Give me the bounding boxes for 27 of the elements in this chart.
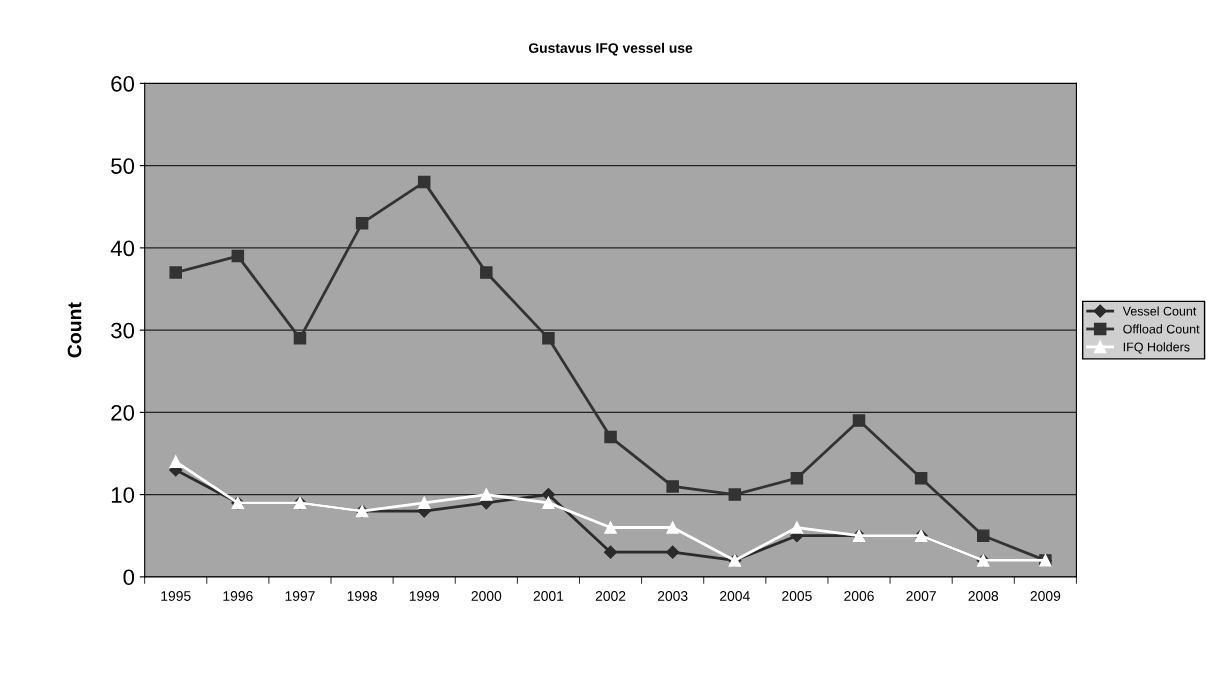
x-tick-label: 1998 [347, 591, 377, 601]
x-tick-label: 2005 [782, 591, 812, 601]
x-tick-label: 2007 [906, 591, 936, 601]
x-tick-label: 1999 [409, 591, 439, 601]
chart-title: Gustavus IFQ vessel use [528, 42, 693, 56]
x-tick-label: 2008 [968, 591, 999, 601]
y-tick-label: 30 [111, 322, 135, 339]
x-tick-label: 2000 [471, 591, 502, 601]
y-tick-label: 20 [111, 404, 135, 421]
x-tick-label: 2001 [533, 591, 564, 601]
x-tick-label: 2003 [657, 591, 688, 601]
legend-label: Offload Count [1123, 324, 1200, 334]
x-tick-label: 1995 [161, 591, 191, 601]
x-tick-label: 2002 [595, 591, 626, 601]
y-tick-label: 0 [123, 569, 135, 586]
legend-label: IFQ Holders [1123, 342, 1190, 354]
x-tick-label: 1997 [285, 591, 315, 601]
y-tick-label: 60 [111, 75, 135, 92]
y-axis-title: Count [67, 302, 82, 358]
legend-label: Vessel Count [1122, 306, 1197, 316]
x-tick-label: 2009 [1030, 591, 1061, 601]
y-tick-label: 40 [110, 240, 135, 257]
y-tick-label: 50 [111, 158, 135, 174]
x-tick-label: 2006 [844, 591, 874, 601]
x-tick-label: 1996 [223, 591, 253, 601]
y-tick-label: 10 [111, 487, 135, 503]
x-tick-label: 2004 [720, 591, 750, 601]
